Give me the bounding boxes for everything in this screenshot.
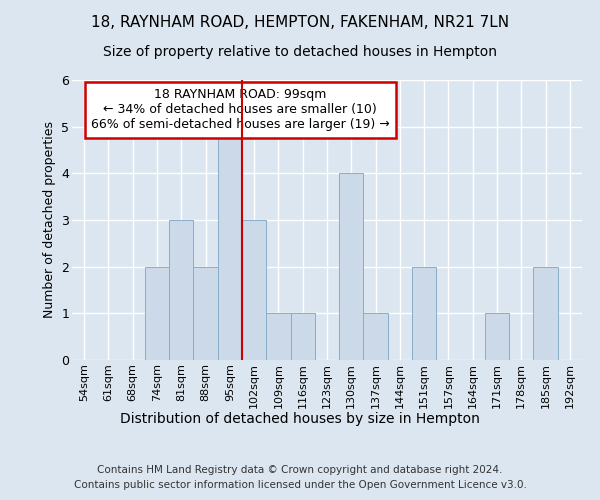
- Text: 18, RAYNHAM ROAD, HEMPTON, FAKENHAM, NR21 7LN: 18, RAYNHAM ROAD, HEMPTON, FAKENHAM, NR2…: [91, 15, 509, 30]
- Bar: [242, 220, 266, 360]
- Text: 18 RAYNHAM ROAD: 99sqm
← 34% of detached houses are smaller (10)
66% of semi-det: 18 RAYNHAM ROAD: 99sqm ← 34% of detached…: [91, 88, 389, 132]
- Bar: [266, 314, 290, 360]
- Y-axis label: Number of detached properties: Number of detached properties: [43, 122, 56, 318]
- Bar: [169, 220, 193, 360]
- Bar: [218, 126, 242, 360]
- Bar: [485, 314, 509, 360]
- Bar: [339, 174, 364, 360]
- Text: Contains HM Land Registry data © Crown copyright and database right 2024.: Contains HM Land Registry data © Crown c…: [97, 465, 503, 475]
- Text: Distribution of detached houses by size in Hempton: Distribution of detached houses by size …: [120, 412, 480, 426]
- Bar: [364, 314, 388, 360]
- Bar: [412, 266, 436, 360]
- Bar: [290, 314, 315, 360]
- Bar: [193, 266, 218, 360]
- Text: Size of property relative to detached houses in Hempton: Size of property relative to detached ho…: [103, 45, 497, 59]
- Bar: [145, 266, 169, 360]
- Bar: [533, 266, 558, 360]
- Text: Contains public sector information licensed under the Open Government Licence v3: Contains public sector information licen…: [74, 480, 526, 490]
